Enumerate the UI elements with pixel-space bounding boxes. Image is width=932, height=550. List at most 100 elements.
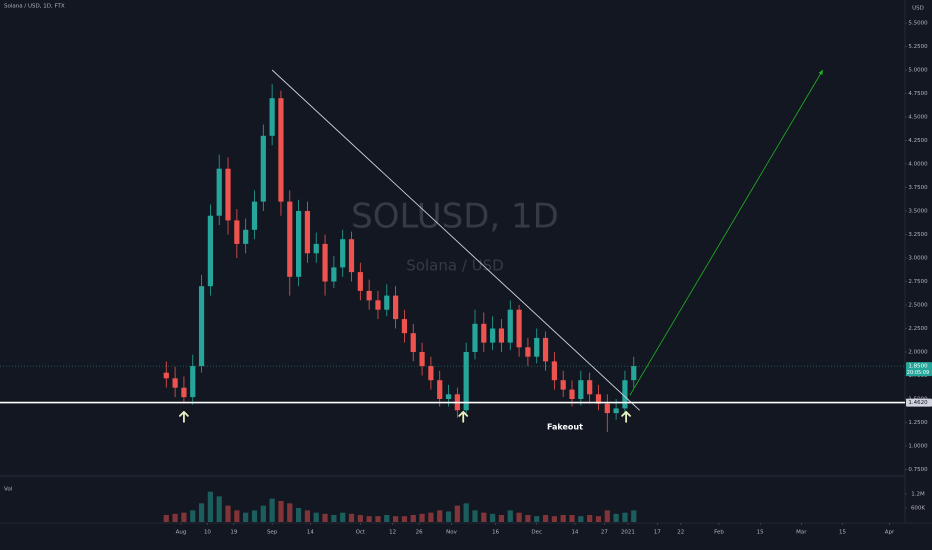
y-tick-label: 5.0000	[908, 68, 928, 74]
candle-body	[357, 272, 363, 291]
x-tick-label: Sep	[267, 530, 278, 536]
candle-body	[587, 380, 593, 395]
candle-body	[595, 394, 602, 404]
volume-bar	[340, 512, 346, 522]
candle-body	[393, 295, 399, 320]
volume-bar	[251, 510, 258, 522]
x-tick-label: 12	[389, 530, 396, 536]
x-tick-label: Oct	[356, 530, 366, 536]
annotation: Fakeout	[547, 423, 583, 432]
y-tick-label: 2.7500	[908, 279, 928, 285]
y-tick-label: 3.0000	[908, 256, 928, 262]
volume-bar	[295, 507, 302, 522]
candle-body	[507, 309, 513, 343]
y-tick-label: 3.5000	[908, 209, 928, 215]
x-tick-label: Aug	[176, 530, 187, 536]
watermark: SOLUSD, 1D	[351, 197, 559, 237]
volume-bar	[622, 512, 628, 522]
x-tick-label: 14	[571, 530, 578, 536]
volume-bar	[542, 514, 549, 522]
x-tick-label: 10	[204, 530, 211, 536]
volume-bar	[322, 513, 328, 522]
volume-bar	[534, 516, 540, 522]
x-tick-label: Nov	[446, 530, 457, 536]
volume-bar	[507, 510, 513, 522]
last-price-label: 1.8500	[908, 364, 928, 370]
candle-body	[278, 98, 284, 202]
last-price-tag	[906, 362, 932, 377]
support-label: 1.4620	[908, 400, 928, 406]
candle-body	[322, 243, 328, 282]
volume-bar	[348, 513, 355, 522]
candle-body	[251, 201, 258, 230]
up-arrow	[179, 410, 189, 423]
candle-body	[260, 135, 266, 202]
candle-body	[534, 337, 540, 357]
candle-body	[313, 243, 319, 254]
y-tick-label: 5.5000	[908, 21, 928, 27]
volume-bar	[366, 516, 372, 522]
volume-bar	[472, 510, 478, 522]
x-tick-label: 26	[416, 530, 423, 536]
support-tag	[906, 398, 932, 407]
candle-body	[410, 333, 416, 353]
volume-bar	[445, 511, 452, 522]
candle-body	[401, 319, 408, 334]
volume-bar	[225, 505, 231, 522]
volume-bar	[516, 512, 522, 522]
candle-body	[190, 366, 196, 398]
candle-body	[604, 403, 610, 414]
volume-bar	[243, 512, 249, 522]
candle-body	[437, 380, 443, 400]
y-tick-label: 5.2500	[908, 44, 928, 50]
x-tick-label: 15	[839, 530, 846, 536]
volume-tick-label: 1.2M	[911, 491, 925, 497]
volume-bar	[234, 510, 240, 522]
projection-line	[629, 69, 824, 396]
volume-bar	[551, 516, 557, 522]
x-tick-label: Mar	[796, 530, 807, 536]
candle-body	[243, 229, 249, 244]
candle-body	[375, 300, 381, 310]
y-tick-label: 1.2500	[908, 420, 928, 426]
watermark-subtitle: Solana / USD	[406, 257, 503, 275]
volume-label: Vol	[4, 487, 13, 493]
volume-bar	[604, 510, 610, 522]
volume-bar	[587, 514, 593, 522]
candle-body	[331, 267, 337, 282]
volume-bar	[216, 496, 222, 522]
volume-bar	[569, 514, 575, 522]
volume-bar	[578, 516, 584, 522]
volume-bar	[172, 513, 178, 522]
candle-body	[481, 323, 487, 343]
currency-label: USD	[912, 6, 924, 12]
x-tick-label: 14	[307, 530, 314, 536]
projection-arrowhead	[818, 70, 823, 75]
up-arrow	[458, 410, 469, 423]
volume-bar	[287, 503, 293, 522]
candle-body	[622, 380, 628, 409]
volume-bar	[393, 516, 399, 522]
volume-bar	[331, 514, 337, 522]
candle-body	[163, 372, 169, 379]
y-tick-label: 3.2500	[908, 232, 928, 238]
x-tick-label: 2021	[621, 530, 635, 536]
candle-body	[613, 408, 619, 414]
volume-bar	[498, 514, 505, 522]
candle-body	[428, 366, 434, 381]
x-tick-label: 17	[654, 530, 661, 536]
candle-body	[216, 168, 222, 216]
volume-bar	[481, 512, 487, 522]
volume-bar	[410, 514, 416, 522]
volume-bar	[560, 514, 566, 522]
volume-bar	[260, 505, 266, 522]
candle-body	[498, 328, 505, 343]
volume-bar	[428, 512, 434, 522]
candle-body	[542, 337, 549, 362]
y-tick-label: 4.0000	[908, 162, 928, 168]
x-tick-label: Feb	[714, 530, 724, 536]
candle-body	[490, 328, 496, 343]
volume-bar	[631, 510, 637, 522]
